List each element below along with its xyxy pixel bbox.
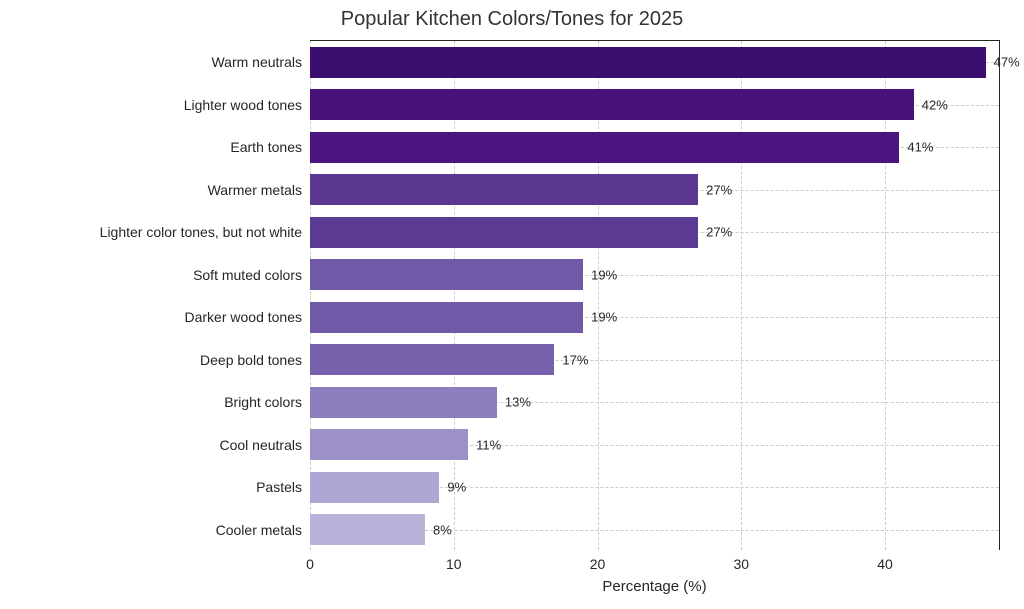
xtick-label: 40	[877, 550, 893, 572]
ytick-label: Warm neutrals	[211, 54, 310, 70]
ytick-label: Darker wood tones	[184, 309, 310, 325]
bar-value-label: 42%	[922, 97, 948, 112]
ytick-label: Lighter color tones, but not white	[100, 224, 310, 240]
bar	[310, 302, 583, 333]
bar	[310, 387, 497, 418]
bar	[310, 514, 425, 545]
bar	[310, 429, 468, 460]
plot-area: 010203040Warm neutrals47%Lighter wood to…	[310, 40, 1000, 550]
bar	[310, 174, 698, 205]
ytick-label: Earth tones	[230, 139, 310, 155]
bar-value-label: 19%	[591, 310, 617, 325]
bar-value-label: 41%	[907, 140, 933, 155]
xtick-label: 0	[306, 550, 314, 572]
bar-value-label: 27%	[706, 182, 732, 197]
xtick-label: 10	[446, 550, 462, 572]
ytick-label: Cooler metals	[216, 522, 310, 538]
bar	[310, 472, 439, 503]
ytick-label: Pastels	[256, 479, 310, 495]
bar-value-label: 17%	[562, 352, 588, 367]
bar-value-label: 8%	[433, 522, 452, 537]
ytick-label: Lighter wood tones	[184, 97, 310, 113]
bar	[310, 47, 986, 78]
xtick-label: 30	[733, 550, 749, 572]
bar-value-label: 47%	[994, 55, 1020, 70]
bar	[310, 217, 698, 248]
bar-value-label: 11%	[476, 437, 501, 452]
ytick-label: Warmer metals	[208, 182, 310, 198]
bar	[310, 259, 583, 290]
bar	[310, 344, 554, 375]
bar-value-label: 9%	[447, 480, 466, 495]
bar	[310, 89, 914, 120]
chart-container: Popular Kitchen Colors/Tones for 2025 01…	[0, 0, 1024, 609]
bar-value-label: 27%	[706, 225, 732, 240]
x-axis-label: Percentage (%)	[602, 550, 706, 595]
bar	[310, 132, 899, 163]
ytick-label: Cool neutrals	[220, 437, 311, 453]
bar-value-label: 13%	[505, 395, 531, 410]
ytick-label: Deep bold tones	[200, 352, 310, 368]
bar-value-label: 19%	[591, 267, 617, 282]
ytick-label: Soft muted colors	[193, 267, 310, 283]
chart-title: Popular Kitchen Colors/Tones for 2025	[0, 8, 1024, 31]
ytick-label: Bright colors	[224, 394, 310, 410]
